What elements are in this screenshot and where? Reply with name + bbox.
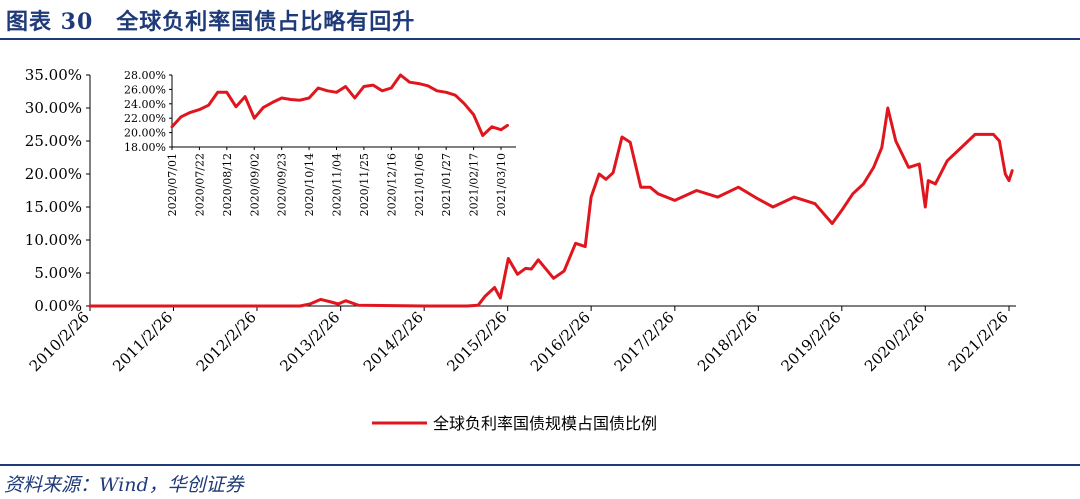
inset-y-tick-label: 18.00%: [124, 141, 166, 154]
inset-x-tick-label: 2021/01/06: [413, 153, 426, 216]
chart: 0.00% 5.00% 10.00% 15.00% 20.00% 25.00% 30.00%…: [25, 66, 1016, 433]
y-tick-label: 35.00%: [25, 66, 82, 84]
inset-y-tick-label: 24.00%: [124, 98, 166, 111]
x-tick-label: 2014/2/26: [360, 308, 427, 375]
x-tick-label: 2012/2/26: [193, 308, 260, 375]
inset-x-tick-label: 2020/12/16: [385, 153, 398, 216]
source-divider: [0, 464, 1080, 466]
x-tick-label: 2010/2/26: [26, 308, 93, 375]
source-note: 资料来源：Wind，华创证券: [4, 474, 244, 496]
inset-x-tick-label: 2020/11/04: [331, 153, 344, 216]
inset-x-tick-label: 2020/10/14: [303, 153, 316, 216]
y-tick-label: 5.00%: [34, 264, 82, 282]
title-bar: 图表 30 全球负利率国债占比略有回升: [0, 0, 1080, 40]
inset-y-tick-label: 20.00%: [124, 127, 166, 140]
y-tick-label: 15.00%: [25, 198, 82, 216]
x-tick-label: 2013/2/26: [276, 308, 343, 375]
inset-x-tick-label: 2020/09/02: [248, 153, 261, 216]
x-tick-label: 2017/2/26: [611, 308, 678, 375]
y-tick-label: 30.00%: [25, 99, 82, 117]
inset-y-tick-label: 22.00%: [124, 112, 166, 125]
inset-x-tick-label: 2020/07/22: [193, 153, 206, 216]
series-line-0: [88, 106, 1014, 308]
x-tick-label: 2019/2/26: [778, 308, 845, 375]
main-series: [88, 106, 1014, 308]
inset-x-tick-label: 2021/01/27: [440, 153, 453, 216]
inset-chart: 18.00%20.00% 22.00%24.00% 26.00%28.00% 2020…: [124, 69, 516, 216]
x-tick-label: 2018/2/26: [694, 308, 761, 375]
legend-label: 全球负利率国债规模占国债比例: [433, 414, 657, 433]
inset-x-tick-label: 2020/11/25: [358, 153, 371, 216]
x-tick-label: 2011/2/26: [109, 308, 176, 375]
y-tick-label: 20.00%: [25, 165, 82, 183]
x-tick-label: 2021/2/26: [945, 308, 1012, 375]
main-ticks: 0.00% 5.00% 10.00% 15.00% 20.00% 25.00% 30.00%…: [25, 66, 1012, 375]
inset-y-tick-label: 26.00%: [124, 83, 166, 96]
y-tick-label: 0.00%: [34, 297, 82, 315]
inset-x-tick-label: 2020/09/23: [276, 153, 289, 216]
y-tick-label: 10.00%: [25, 231, 82, 249]
inset-x-tick-label: 2020/07/01: [166, 153, 179, 216]
figure-title: 图表 30 全球负利率国债占比略有回升: [6, 9, 416, 35]
inset-x-tick-label: 2021/02/17: [468, 153, 481, 216]
x-tick-label: 2020/2/26: [861, 308, 928, 375]
title-divider: [0, 38, 1080, 40]
y-tick-label: 25.00%: [25, 132, 82, 150]
inset-x-tick-label: 2020/08/12: [221, 153, 234, 216]
inset-y-tick-label: 28.00%: [124, 69, 166, 82]
x-tick-label: 2016/2/26: [527, 308, 594, 375]
legend: 全球负利率国债规模占国债比例: [372, 414, 657, 433]
inset-series-line-0: [170, 73, 509, 137]
x-tick-label: 2015/2/26: [443, 308, 510, 375]
inset-x-tick-label: 2021/03/10: [495, 153, 508, 216]
